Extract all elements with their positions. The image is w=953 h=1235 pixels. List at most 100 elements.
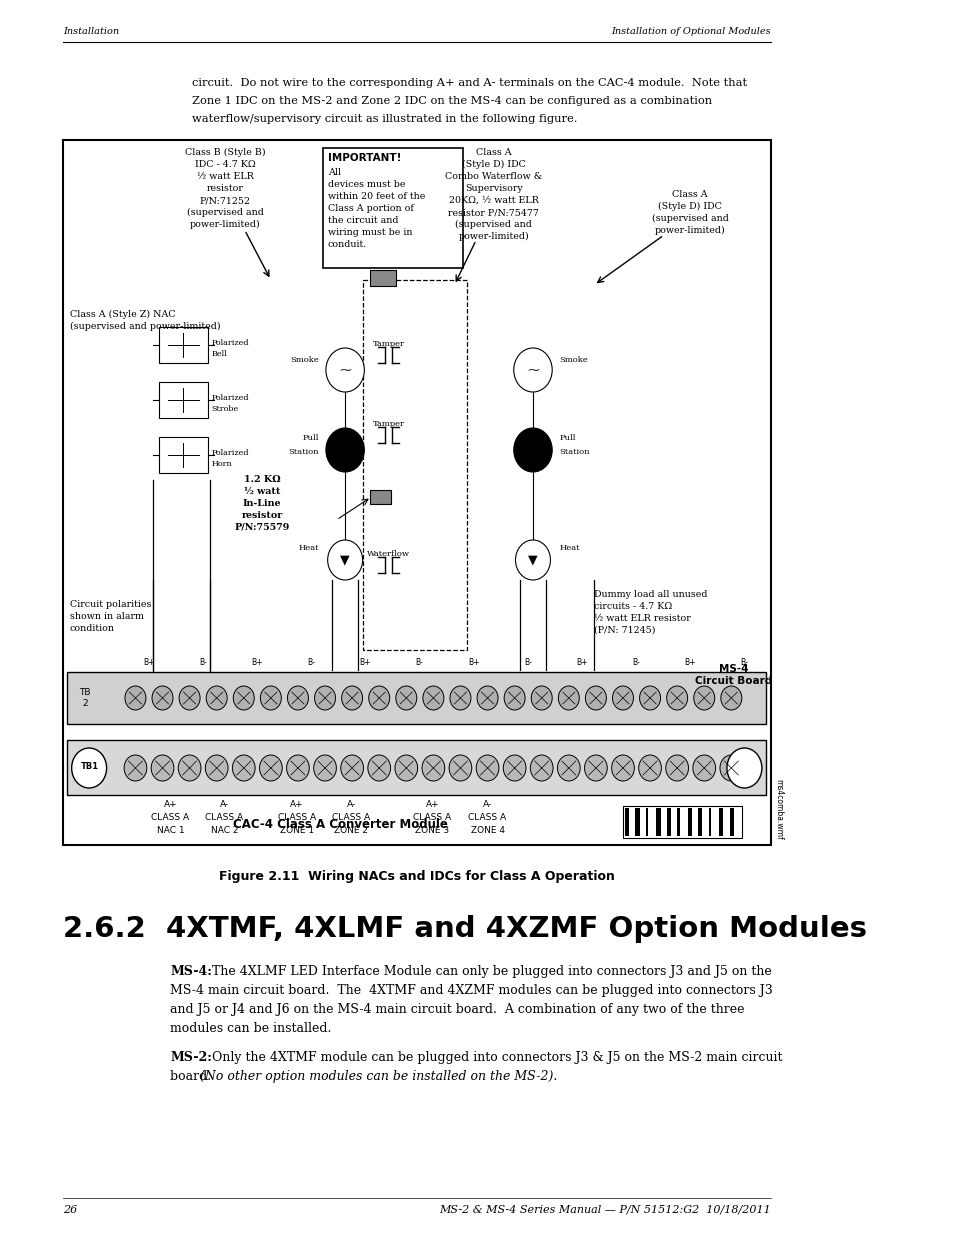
Circle shape — [124, 755, 147, 781]
Bar — [159, 327, 208, 363]
Text: MS-4:: MS-4: — [171, 965, 212, 978]
Text: P/N:75579: P/N:75579 — [234, 522, 290, 532]
Text: Figure 2.11  Wiring NACs and IDCs for Class A Operation: Figure 2.11 Wiring NACs and IDCs for Cla… — [218, 869, 614, 883]
Bar — [68, 672, 765, 724]
Text: MS-2:: MS-2: — [171, 1051, 212, 1065]
Circle shape — [639, 685, 659, 710]
Circle shape — [206, 685, 227, 710]
Text: B-: B- — [307, 658, 314, 667]
Text: Strobe: Strobe — [212, 405, 238, 412]
Text: Bell: Bell — [212, 350, 227, 358]
Bar — [362, 280, 467, 650]
Text: wiring must be in: wiring must be in — [327, 228, 412, 237]
Circle shape — [341, 685, 362, 710]
Text: 20KΩ, ½ watt ELR: 20KΩ, ½ watt ELR — [448, 196, 538, 205]
Text: Heat: Heat — [558, 543, 579, 552]
Text: Supervisory: Supervisory — [464, 184, 522, 193]
Text: ~: ~ — [525, 362, 539, 378]
Text: ▼: ▼ — [340, 553, 350, 567]
Text: Pull: Pull — [302, 433, 318, 442]
Text: Tamper: Tamper — [373, 420, 404, 429]
Text: devices must be: devices must be — [327, 180, 405, 189]
Circle shape — [233, 755, 254, 781]
Bar — [660, 808, 663, 836]
Circle shape — [286, 755, 309, 781]
Circle shape — [476, 685, 497, 710]
Circle shape — [530, 755, 553, 781]
Circle shape — [326, 348, 364, 391]
Text: resistor: resistor — [241, 511, 282, 520]
Bar — [159, 437, 208, 473]
Circle shape — [720, 755, 741, 781]
Text: and J5 or J4 and J6 on the MS-4 main circuit board.  A combination of any two of: and J5 or J4 and J6 on the MS-4 main cir… — [171, 1003, 744, 1016]
Text: (P/N: 71245): (P/N: 71245) — [594, 626, 655, 635]
Text: waterflow/supervisory circuit as illustrated in the following figure.: waterflow/supervisory circuit as illustr… — [192, 114, 578, 124]
Text: In-Line: In-Line — [243, 499, 281, 508]
Circle shape — [395, 755, 417, 781]
Bar — [624, 808, 628, 836]
Bar — [656, 808, 659, 836]
Circle shape — [612, 685, 633, 710]
Text: modules can be installed.: modules can be installed. — [171, 1023, 332, 1035]
Text: B-: B- — [198, 658, 207, 667]
Text: ZONE 2: ZONE 2 — [334, 826, 368, 835]
Circle shape — [178, 755, 201, 781]
Text: TB
2: TB 2 — [79, 688, 91, 708]
Bar — [650, 808, 655, 836]
Circle shape — [611, 755, 634, 781]
Text: Class A: Class A — [476, 148, 511, 157]
Text: the circuit and: the circuit and — [327, 216, 397, 225]
Circle shape — [71, 748, 107, 788]
Text: CLASS A: CLASS A — [413, 813, 451, 823]
Bar — [629, 808, 632, 836]
Text: IDC - 4.7 KΩ: IDC - 4.7 KΩ — [194, 161, 255, 169]
Circle shape — [151, 755, 173, 781]
Text: Class A (Style Z) NAC: Class A (Style Z) NAC — [70, 310, 175, 319]
Text: condition: condition — [70, 624, 114, 634]
Circle shape — [340, 755, 363, 781]
Circle shape — [422, 685, 443, 710]
Text: Installation: Installation — [63, 27, 119, 36]
Text: A-: A- — [482, 800, 492, 809]
Text: Smoke: Smoke — [558, 356, 587, 364]
Text: Polarized: Polarized — [212, 394, 249, 403]
Text: A+: A+ — [163, 800, 177, 809]
Text: ▼: ▼ — [528, 553, 537, 567]
Bar — [698, 808, 701, 836]
Circle shape — [327, 540, 362, 580]
Bar — [719, 808, 722, 836]
Text: B+: B+ — [576, 658, 587, 667]
Bar — [677, 808, 679, 836]
Text: power-limited): power-limited) — [654, 226, 725, 235]
Text: (supervised and power-limited): (supervised and power-limited) — [70, 322, 220, 331]
Text: 1.2 KΩ: 1.2 KΩ — [244, 475, 280, 484]
Text: MS-4 main circuit board.  The  4XTMF and 4XZMF modules can be plugged into conne: MS-4 main circuit board. The 4XTMF and 4… — [171, 984, 772, 997]
Text: circuits - 4.7 KΩ: circuits - 4.7 KΩ — [594, 601, 672, 611]
Bar — [713, 808, 718, 836]
Text: 2.6.2  4XTMF, 4XLMF and 4XZMF Option Modules: 2.6.2 4XTMF, 4XLMF and 4XZMF Option Modu… — [63, 915, 866, 944]
Text: A-: A- — [346, 800, 355, 809]
Circle shape — [514, 348, 552, 391]
Text: Class B (Style B): Class B (Style B) — [185, 148, 266, 157]
Bar — [159, 382, 208, 417]
Text: B+: B+ — [143, 658, 154, 667]
Text: (Style D) IDC: (Style D) IDC — [658, 203, 721, 211]
Text: (supervised and: (supervised and — [187, 207, 264, 217]
Text: Dummy load all unused: Dummy load all unused — [594, 590, 707, 599]
Circle shape — [326, 429, 364, 472]
Circle shape — [503, 685, 524, 710]
Text: Station: Station — [288, 448, 318, 456]
Bar — [63, 140, 770, 845]
Text: B+: B+ — [251, 658, 262, 667]
Text: Only the 4XTMF module can be plugged into connectors J3 & J5 on the MS-2 main ci: Only the 4XTMF module can be plugged int… — [203, 1051, 781, 1065]
Text: B-: B- — [632, 658, 639, 667]
Text: B+: B+ — [467, 658, 478, 667]
Text: Tamper: Tamper — [373, 340, 404, 348]
Text: ZONE 3: ZONE 3 — [415, 826, 449, 835]
Circle shape — [693, 685, 714, 710]
Circle shape — [152, 685, 172, 710]
Circle shape — [421, 755, 444, 781]
Text: power-limited): power-limited) — [457, 232, 529, 241]
Bar — [687, 808, 691, 836]
Text: Pull: Pull — [558, 433, 575, 442]
